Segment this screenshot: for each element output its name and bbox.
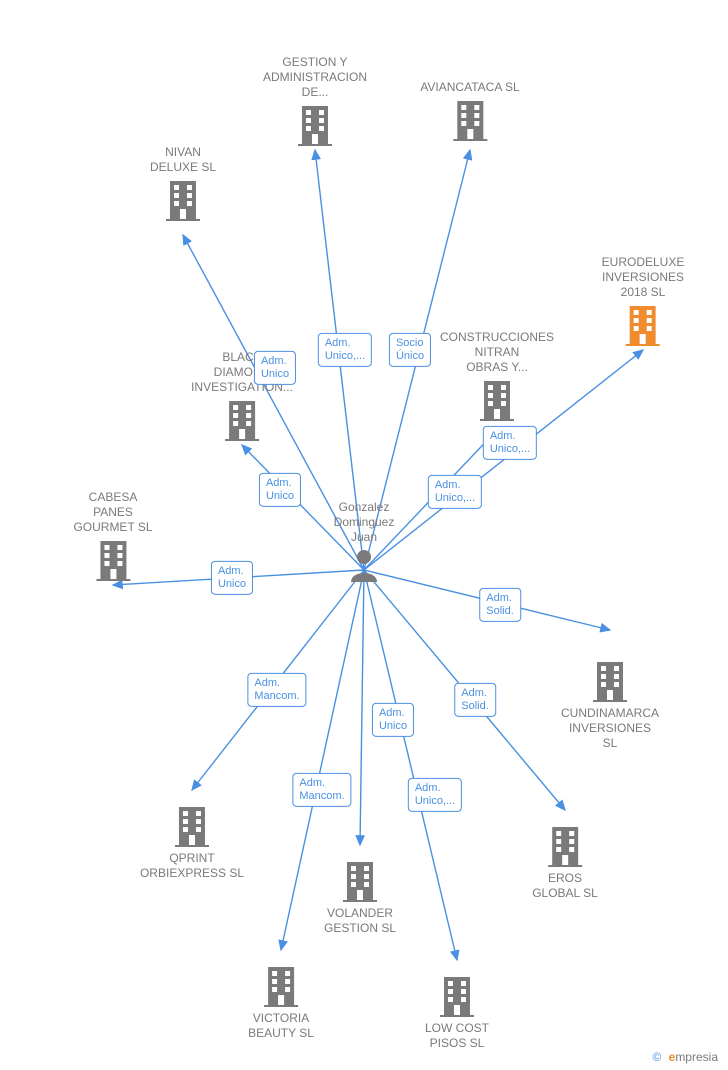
company-node-aviancataca[interactable]: AVIANCATACA SL <box>420 80 519 141</box>
company-node-cabesa[interactable]: CABESA PANES GOURMET SL <box>73 490 152 581</box>
center-person-label: Gonzalez Dominguez Juan <box>334 500 395 545</box>
edge-label-black: Adm. Unico <box>259 473 301 507</box>
company-label: CONSTRUCCIONES NITRAN OBRAS Y... <box>440 330 554 375</box>
company-node-construcciones[interactable]: CONSTRUCCIONES NITRAN OBRAS Y... <box>440 330 554 421</box>
edge-line-volander <box>360 570 364 845</box>
center-person-icon <box>349 548 379 582</box>
company-label: VICTORIA BEAUTY SL <box>248 1011 314 1041</box>
edge-label-cabesa: Adm. Unico <box>211 561 253 595</box>
company-node-lowcost[interactable]: LOW COST PISOS SL <box>425 975 489 1051</box>
company-label: EURODELUXE INVERSIONES 2018 SL <box>602 255 685 300</box>
building-icon <box>420 99 519 141</box>
company-node-qprint[interactable]: QPRINT ORBIEXPRESS SL <box>140 805 244 881</box>
person-icon <box>349 548 379 582</box>
footer-credit: © empresia <box>652 1050 718 1064</box>
edge-label-cundinamarca: Adm. Solid. <box>479 588 521 622</box>
company-node-victoria[interactable]: VICTORIA BEAUTY SL <box>248 965 314 1041</box>
company-node-gestion[interactable]: GESTION Y ADMINISTRACION DE... <box>263 55 367 146</box>
edge-label-volander: Adm. Unico <box>372 703 414 737</box>
company-node-eurodeluxe[interactable]: EURODELUXE INVERSIONES 2018 SL <box>602 255 685 346</box>
building-icon <box>440 379 554 421</box>
company-node-volander[interactable]: VOLANDER GESTION SL <box>324 860 396 936</box>
edge-label-lowcost: Adm. Unico,... <box>408 778 462 812</box>
company-label: LOW COST PISOS SL <box>425 1021 489 1051</box>
company-label: VOLANDER GESTION SL <box>324 906 396 936</box>
company-label: CABESA PANES GOURMET SL <box>73 490 152 535</box>
company-label: GESTION Y ADMINISTRACION DE... <box>263 55 367 100</box>
company-label: NIVAN DELUXE SL <box>150 145 216 175</box>
edge-label-victoria: Adm. Mancom. <box>292 773 351 807</box>
building-icon <box>140 805 244 847</box>
edge-label-construcciones: Adm. Unico,... <box>428 475 482 509</box>
edge-label-qprint: Adm. Mancom. <box>247 673 306 707</box>
edge-label-nivan: Adm. Unico <box>254 351 296 385</box>
building-icon <box>248 965 314 1007</box>
building-icon <box>602 304 685 346</box>
copyright-symbol: © <box>652 1050 661 1064</box>
company-label: CUNDINAMARCA INVERSIONES SL <box>561 706 659 751</box>
edge-label-eros: Adm. Solid. <box>454 683 496 717</box>
building-icon <box>73 539 152 581</box>
edge-label-eurodeluxe: Adm. Unico,... <box>483 426 537 460</box>
company-label: AVIANCATACA SL <box>420 80 519 95</box>
building-icon <box>532 825 598 867</box>
brand-rest: mpresia <box>675 1050 718 1064</box>
building-icon <box>425 975 489 1017</box>
edge-label-gestion: Adm. Unico,... <box>318 333 372 367</box>
company-node-eros[interactable]: EROS GLOBAL SL <box>532 825 598 901</box>
company-node-nivan[interactable]: NIVAN DELUXE SL <box>150 145 216 221</box>
building-icon <box>150 179 216 221</box>
company-node-cundinamarca[interactable]: CUNDINAMARCA INVERSIONES SL <box>561 660 659 751</box>
company-label: QPRINT ORBIEXPRESS SL <box>140 851 244 881</box>
building-icon <box>324 860 396 902</box>
company-label: EROS GLOBAL SL <box>532 871 598 901</box>
edge-label-aviancataca: Socio Único <box>389 333 431 367</box>
building-icon <box>263 104 367 146</box>
building-icon <box>561 660 659 702</box>
building-icon <box>191 399 293 441</box>
